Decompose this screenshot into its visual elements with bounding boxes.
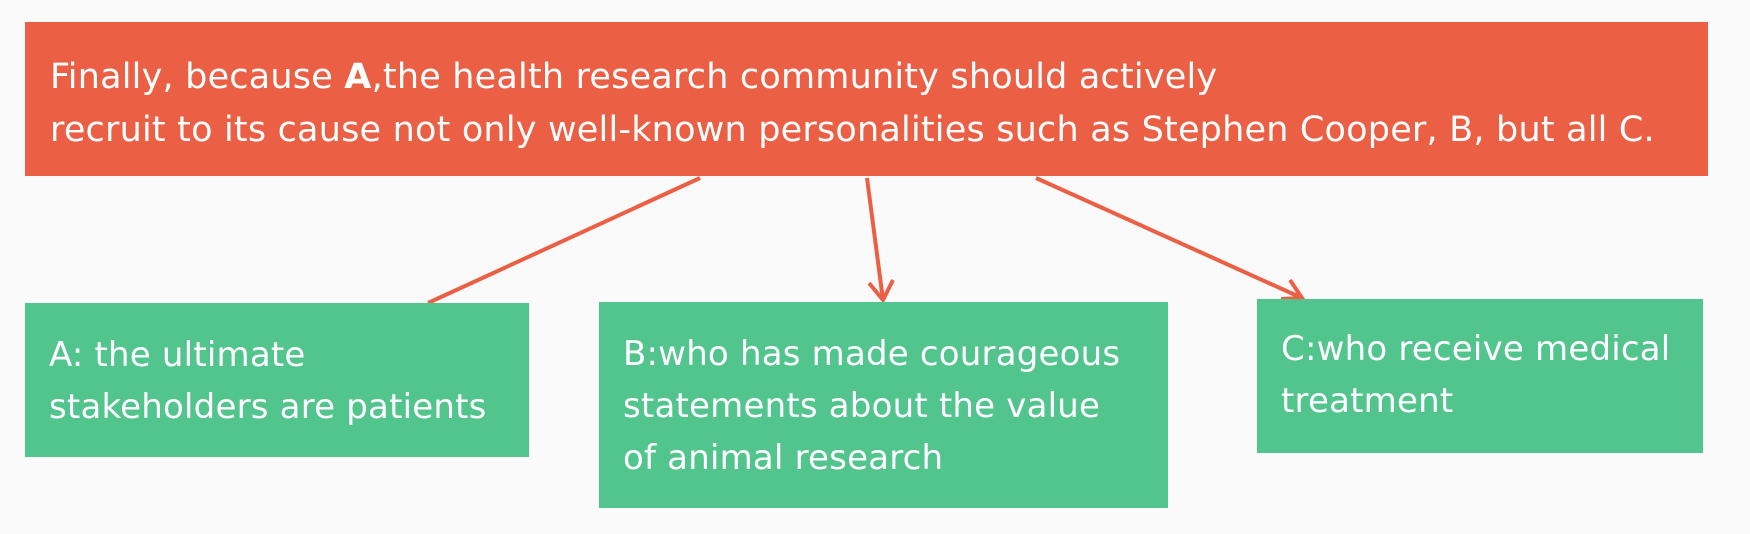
box-a-line-2: stakeholders are patients xyxy=(49,387,487,427)
arrow-to-b xyxy=(865,177,885,301)
main-statement-line-2: recruit to its cause not only well-known… xyxy=(50,110,1655,150)
box-c-line-2: treatment xyxy=(1281,381,1454,421)
main-text-before: Finally, because xyxy=(50,57,345,97)
arrowhead-b xyxy=(867,279,895,304)
box-a-line-1: A: the ultimate xyxy=(49,335,306,375)
box-b-line-1: B:who has made courageous xyxy=(623,334,1121,374)
connector-to-a xyxy=(427,176,701,305)
definition-box-c: C:who receive medical treatment xyxy=(1257,299,1703,453)
box-b-line-3: of animal research xyxy=(623,438,944,478)
arrow-to-c xyxy=(1035,176,1303,300)
box-c-line-1: C:who receive medical xyxy=(1281,329,1671,369)
definition-box-b: B:who has made courageous statements abo… xyxy=(599,302,1168,508)
box-b-line-2: statements about the value xyxy=(623,386,1101,426)
main-text-after: ,the health research community should ac… xyxy=(371,57,1218,97)
main-statement-line-1: Finally, because A,the health research c… xyxy=(50,51,1708,104)
arrowhead-c xyxy=(1280,278,1306,301)
main-statement-box: Finally, because A,the health research c… xyxy=(25,22,1708,176)
main-text-bold-a: A xyxy=(344,57,372,97)
definition-box-a: A: the ultimate stakeholders are patient… xyxy=(25,303,529,457)
